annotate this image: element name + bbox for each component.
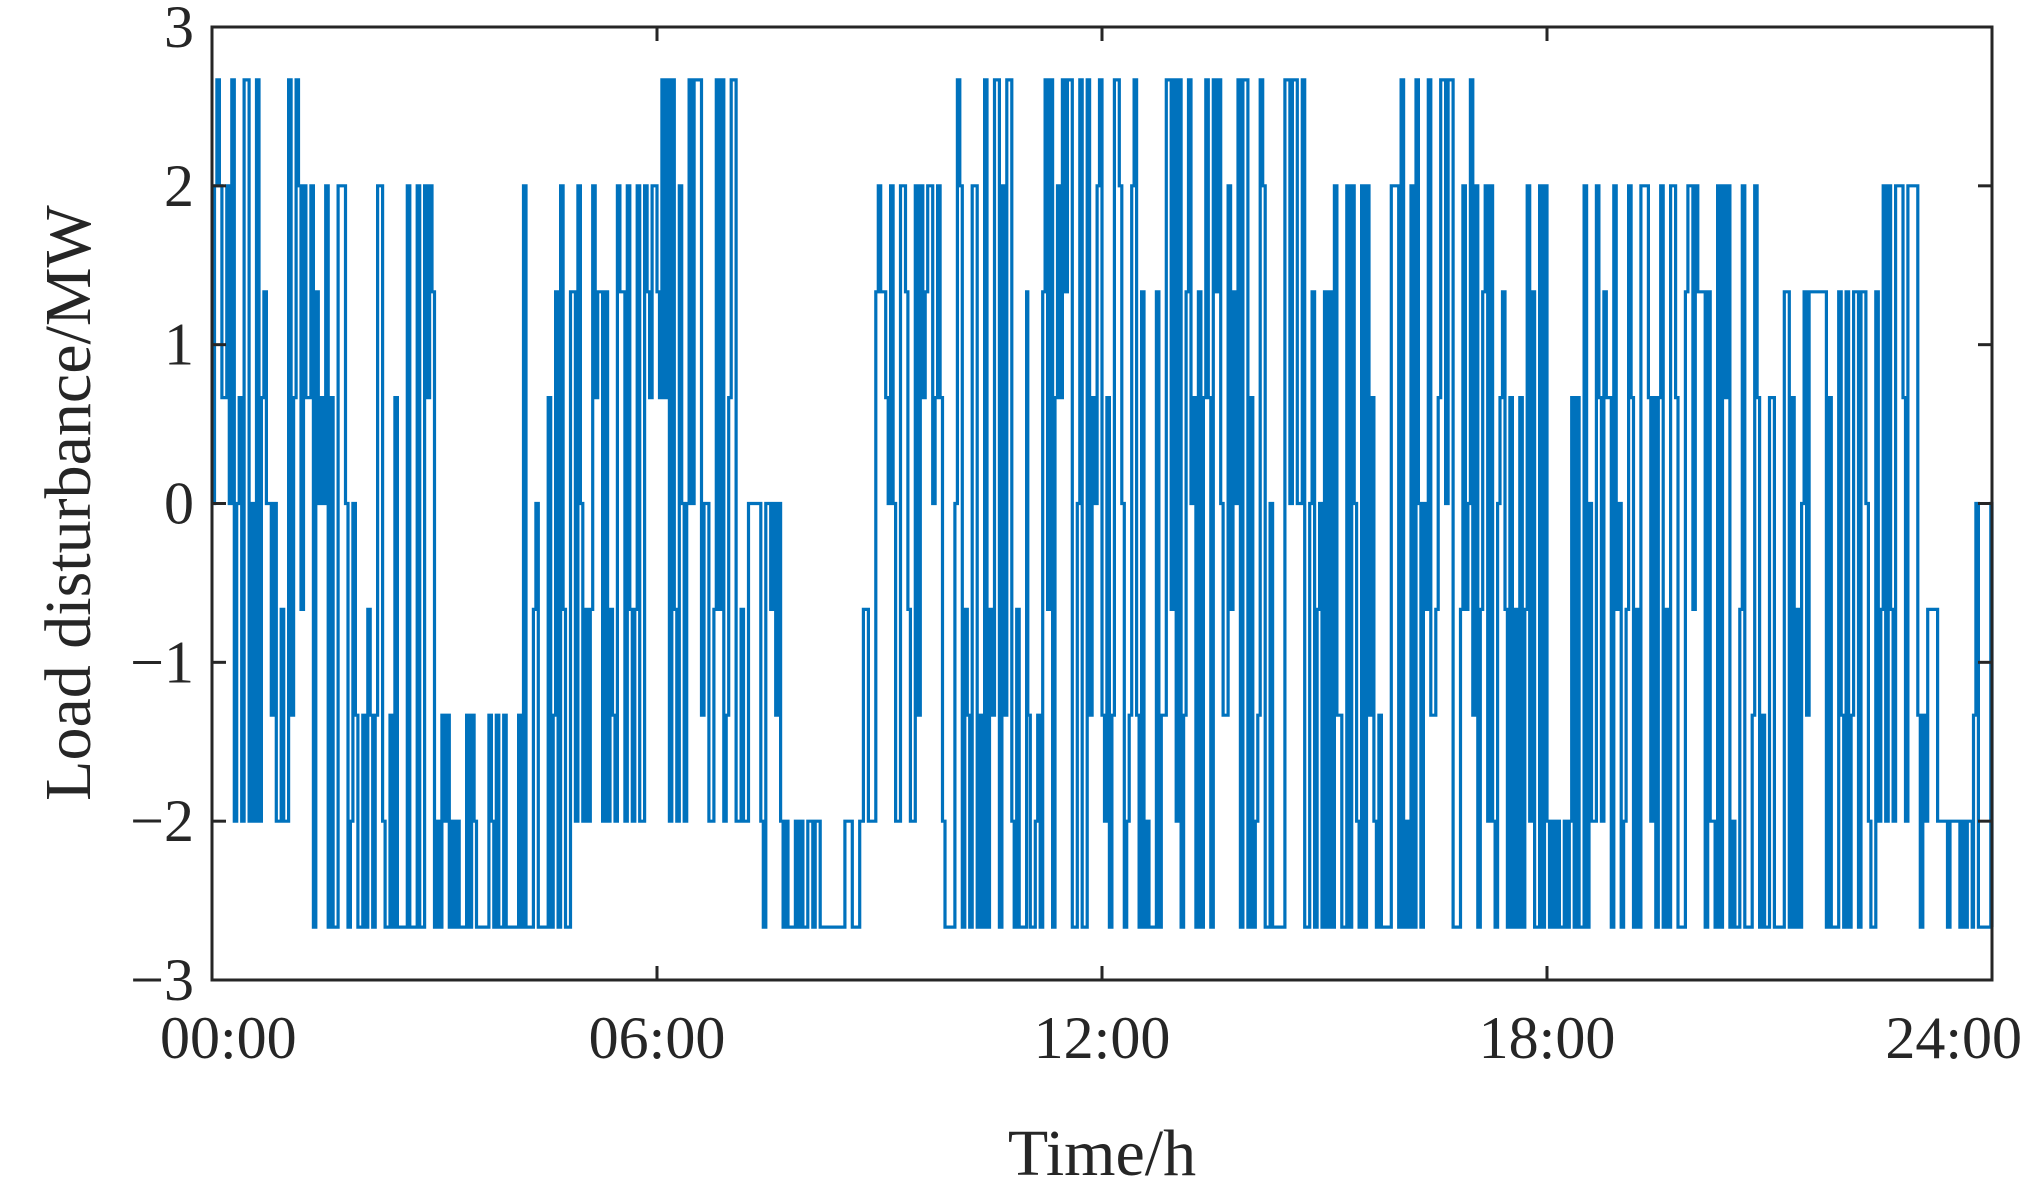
ticks-layer: 00:00 06:00 12:00 18:00 24:00 3 2 1 0 −1 −2 −3	[130, 0, 2022, 1071]
series-layer	[212, 78, 1994, 929]
x-tick-label: 18:00	[1479, 1005, 1616, 1071]
y-tick-label: 3	[164, 0, 194, 60]
x-axis-title: Time/h	[1008, 1117, 1196, 1190]
y-tick-label: −3	[130, 947, 194, 1013]
y-tick-label: −2	[130, 788, 194, 854]
x-tick-label: 00:00	[160, 1005, 297, 1071]
series-line-load-disturbance	[212, 78, 1994, 929]
y-tick-label: 1	[164, 312, 194, 378]
x-tick-label: 12:00	[1034, 1005, 1171, 1071]
y-tick-label: 2	[164, 153, 194, 219]
x-tick-label: 06:00	[589, 1005, 726, 1071]
y-tick-label: 0	[164, 471, 194, 537]
y-axis-title: Load disturbance/MW	[32, 204, 105, 800]
y-tick-label: −1	[130, 629, 194, 695]
x-tick-label: 24:00	[1885, 1005, 2022, 1071]
